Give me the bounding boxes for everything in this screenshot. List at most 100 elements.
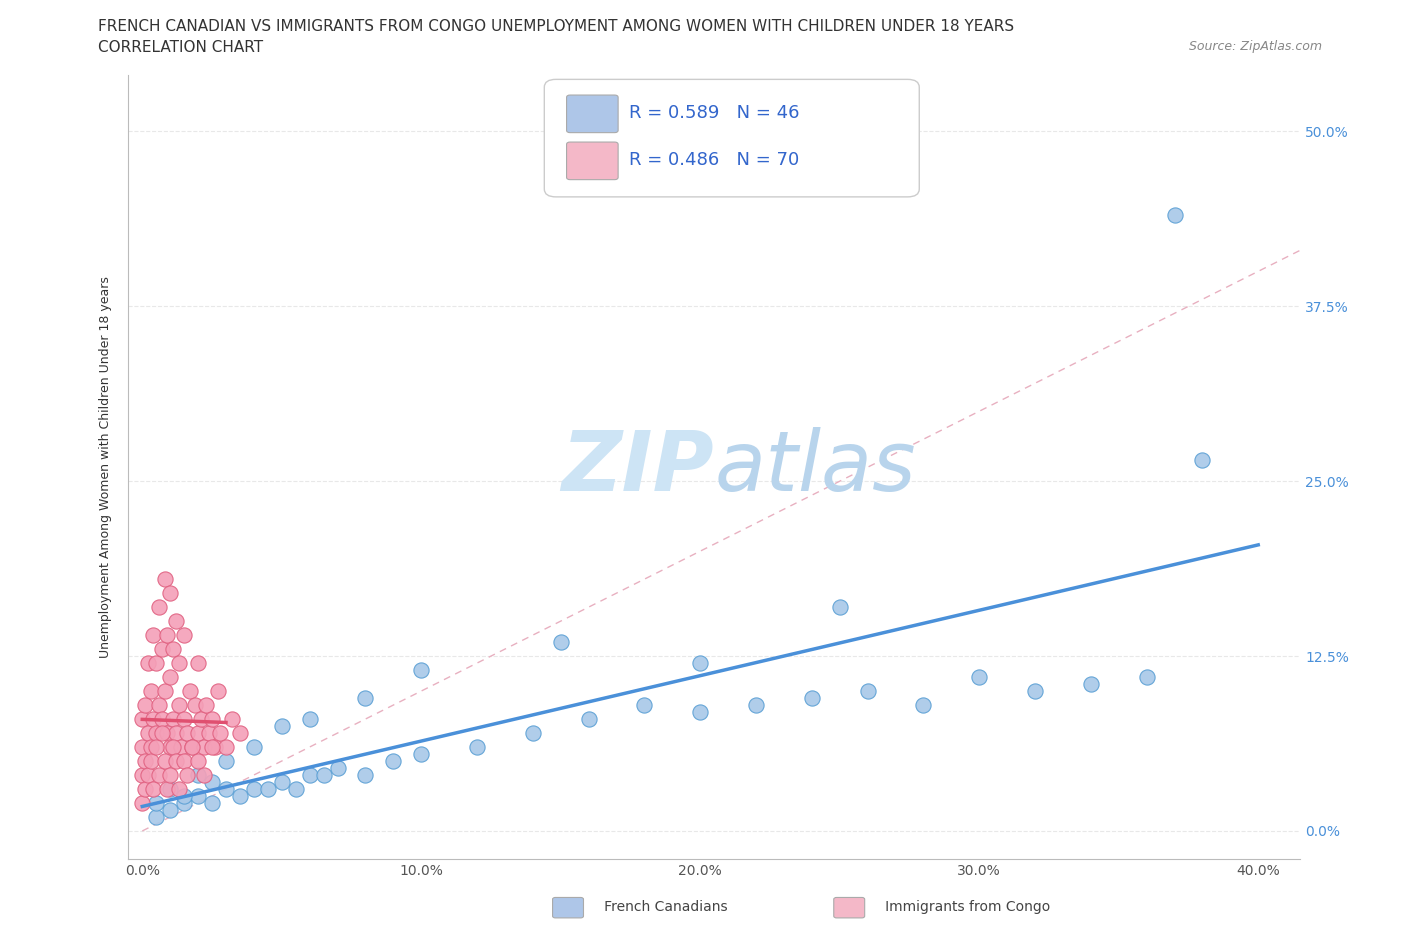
Point [256,781,278,796]
FancyBboxPatch shape [567,95,619,133]
Text: Immigrants from Congo: Immigrants from Congo [872,899,1050,914]
Point [153,753,176,768]
FancyBboxPatch shape [567,142,619,179]
Point [136,725,159,740]
Point [131,711,153,726]
Point [382,753,405,768]
Point [187,789,209,804]
Text: R = 0.589   N = 46: R = 0.589 N = 46 [628,104,799,122]
Point [284,781,307,796]
Point [148,698,170,712]
Point [243,781,266,796]
Point [179,684,201,698]
Point [131,795,153,810]
Point [173,628,195,643]
Point [201,775,224,790]
Point [215,739,238,754]
Point [187,753,209,768]
Point [967,670,990,684]
Y-axis label: Unemployment Among Women with Children Under 18 years: Unemployment Among Women with Children U… [100,276,112,658]
Point [689,705,711,720]
Point [145,656,167,671]
Point [1163,208,1185,223]
Point [354,767,377,782]
Point [312,767,335,782]
Point [156,781,179,796]
Point [298,767,321,782]
Point [139,753,162,768]
Point [1191,453,1213,468]
Point [139,684,162,698]
Text: CORRELATION CHART: CORRELATION CHART [98,40,263,55]
Point [195,698,218,712]
Point [745,698,768,712]
Point [167,698,190,712]
Point [465,739,488,754]
Text: atlas: atlas [714,427,915,508]
Point [162,642,184,657]
Point [145,739,167,754]
Point [145,795,167,810]
Point [167,781,190,796]
Point [243,739,266,754]
Point [156,628,179,643]
Point [170,739,193,754]
Point [633,698,655,712]
Text: Source: ZipAtlas.com: Source: ZipAtlas.com [1188,40,1322,53]
Point [134,698,156,712]
Point [326,761,349,776]
Point [298,711,321,726]
Point [354,691,377,706]
Point [201,739,224,754]
Point [176,725,198,740]
Point [229,725,252,740]
Point [181,739,204,754]
Point [201,795,224,810]
Point [150,711,173,726]
Point [150,642,173,657]
Point [229,789,252,804]
Text: R = 0.486   N = 70: R = 0.486 N = 70 [628,151,799,169]
Point [204,739,226,754]
Point [193,739,215,754]
Point [156,725,179,740]
Point [145,725,167,740]
Point [142,781,165,796]
Point [411,747,433,762]
Text: ZIP: ZIP [561,427,714,508]
Point [148,600,170,615]
Point [221,711,243,726]
Point [912,698,935,712]
Point [165,614,187,629]
Point [187,725,209,740]
Point [215,753,238,768]
Point [173,753,195,768]
Point [522,725,544,740]
Point [184,698,207,712]
Point [159,670,181,684]
Point [201,711,224,726]
Point [153,572,176,587]
Point [134,781,156,796]
Point [578,711,600,726]
Point [173,795,195,810]
Point [550,634,572,649]
Point [193,767,215,782]
Point [270,719,292,734]
Point [167,656,190,671]
Point [209,725,232,740]
Point [187,656,209,671]
Point [162,739,184,754]
Point [134,753,156,768]
Point [131,767,153,782]
Point [190,711,212,726]
Point [856,684,879,698]
Point [131,739,153,754]
Text: FRENCH CANADIAN VS IMMIGRANTS FROM CONGO UNEMPLOYMENT AMONG WOMEN WITH CHILDREN : FRENCH CANADIAN VS IMMIGRANTS FROM CONGO… [98,19,1015,33]
Point [198,725,221,740]
Point [215,781,238,796]
Text: French Canadians: French Canadians [591,899,727,914]
Point [689,656,711,671]
Point [142,711,165,726]
Point [207,684,229,698]
